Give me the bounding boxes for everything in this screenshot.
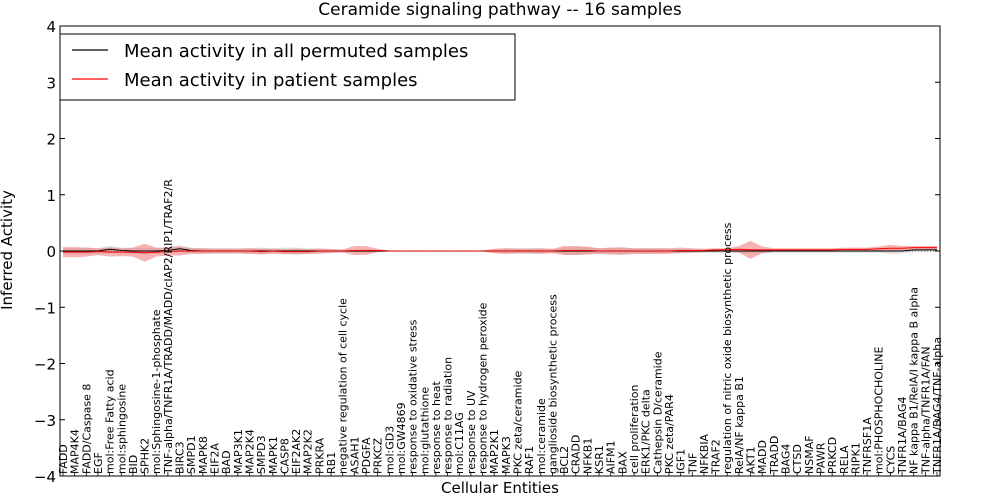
x-tick-label: PKC zeta/ceramide xyxy=(511,370,524,474)
x-tick-label: NF kappa B1/RelA/I kappa B alpha xyxy=(908,287,921,474)
x-tick-label: BID xyxy=(127,455,140,474)
y-tick-label: −1 xyxy=(34,299,56,317)
x-tick-label: EGF xyxy=(92,452,105,474)
x-tick-label: RIPK1 xyxy=(849,442,862,474)
x-tick-label: MAP4K4 xyxy=(69,429,82,474)
x-tick-label: mol:GD3 xyxy=(383,426,396,474)
x-tick-label: AKT1 xyxy=(745,446,758,474)
x-tick-label: FADD/Caspase 8 xyxy=(80,384,93,474)
x-tick-label: RelA/NF kappa B1 xyxy=(733,376,746,474)
x-tick-label: TNFRSF1A xyxy=(861,417,874,475)
x-tick-label: negative regulation of cell cycle xyxy=(337,298,350,474)
x-tick-label: TRADD xyxy=(768,436,781,475)
y-tick-label: −3 xyxy=(34,412,56,430)
x-tick-label: TNF-alpha/TNFR1A/FAN xyxy=(919,346,932,475)
x-tick-label: RB1 xyxy=(325,452,338,474)
x-tick-label: PDGFA xyxy=(360,437,373,474)
x-tick-label: NFKBIA xyxy=(698,433,711,474)
x-tick-label: MAP2K2 xyxy=(302,429,315,474)
y-tick-label: −4 xyxy=(34,468,56,486)
x-tick-label: EIF2AK2 xyxy=(290,429,303,474)
x-tick-label: MADD xyxy=(756,440,769,474)
x-tick-label: ASAH1 xyxy=(348,436,361,474)
x-tick-label: BAG4 xyxy=(780,444,793,474)
x-tick-label: ERK1/PKC delta xyxy=(640,389,653,474)
x-tick-label: AIFM1 xyxy=(605,440,618,474)
x-tick-label: TNF xyxy=(686,453,699,475)
x-tick-label: Cathepsin D/ceramide xyxy=(651,351,664,474)
legend-label-permuted: Mean activity in all permuted samples xyxy=(124,41,468,62)
x-tick-label: RAF1 xyxy=(523,446,536,474)
x-tick-label: PAWR xyxy=(814,442,827,474)
x-tick-label: mol:ceramide xyxy=(535,398,548,474)
x-tick-label: NFKB1 xyxy=(581,438,594,474)
x-tick-label: CRADD xyxy=(570,435,583,474)
x-tick-label: EIF2A xyxy=(208,442,221,474)
y-tick-label: −2 xyxy=(34,356,56,374)
x-tick-label: cell proliferation xyxy=(628,384,641,474)
x-tick-label: mol:PHOSPHOCHOLINE xyxy=(873,346,886,474)
plot-frame xyxy=(59,25,941,477)
x-tick-label: mol:glutathione xyxy=(418,387,431,474)
x-tick-label: SPHK2 xyxy=(139,438,152,474)
x-tick-label: TNFR1A/BAG4/TNF-alpha xyxy=(931,337,944,475)
x-tick-label: KSR1 xyxy=(593,445,606,474)
x-tick-label: MAP3K1 xyxy=(232,429,245,474)
x-tick-label: ganglioside biosynthetic process xyxy=(546,294,559,474)
x-tick-label: response to oxidative stress xyxy=(407,319,420,474)
x-tick-label: TNF-alpha/TNFR1A/TRADD/MADD/cIAP2/RIP1/T… xyxy=(162,179,175,475)
x-tick-label: PRKCZ xyxy=(372,437,385,474)
x-tick-label: MAP2K1 xyxy=(488,429,501,474)
x-tick-label: MAPK3 xyxy=(500,436,513,474)
x-tick-label: response to radiation xyxy=(442,357,455,474)
x-tick-label: PRKRA xyxy=(313,437,326,474)
x-tick-label: CYCS xyxy=(884,446,897,474)
y-tick-label: 3 xyxy=(46,74,56,92)
x-tick-label: MAPK8 xyxy=(197,436,210,474)
x-tick-label: CASP8 xyxy=(278,438,291,474)
x-tick-label: RELA xyxy=(838,445,851,474)
legend: Mean activity in all permuted samples Me… xyxy=(59,33,516,101)
x-tick-label: response to heat xyxy=(430,381,443,474)
x-tick-label: response to hydrogen peroxide xyxy=(477,302,490,474)
y-axis-label: Inferred Activity xyxy=(0,190,16,310)
x-axis-label: Cellular Entities xyxy=(441,479,559,497)
x-tick-label: response to UV xyxy=(465,390,478,474)
x-tick-label: BIRC3 xyxy=(174,441,187,474)
x-tick-label: mol:GW4869 xyxy=(395,402,408,474)
x-tick-label: PRKCD xyxy=(826,437,839,474)
x-tick-label: MAP2K4 xyxy=(243,429,256,474)
x-tick-label: mol:sphingosine xyxy=(115,384,128,474)
x-tick-label: IGF1 xyxy=(675,449,688,474)
line-patient xyxy=(63,247,937,254)
x-tick-label: BAD xyxy=(220,450,233,474)
x-tick-label: NSMAF xyxy=(803,435,816,474)
x-tick-label: mol:Sphingosine-1-phosphate xyxy=(150,309,163,474)
legend-box xyxy=(59,33,516,101)
x-tick-label: mol:C11AG xyxy=(453,412,466,474)
x-tick-label: CTSD xyxy=(791,444,804,474)
y-tick-label: 2 xyxy=(46,131,56,149)
x-tick-label: mol:Free Fatty acid xyxy=(104,369,117,474)
series-lines xyxy=(63,247,937,254)
y-tick-label: 4 xyxy=(46,18,56,36)
x-tick-label: MAPK1 xyxy=(267,436,280,474)
y-tick-label: 1 xyxy=(46,187,56,205)
x-tick-label: PKC zeta/PAR4 xyxy=(663,394,676,474)
x-tick-label: TRAF2 xyxy=(710,439,723,475)
x-tick-label: regulation of nitric oxide biosynthetic … xyxy=(721,222,734,474)
x-tick-label: BAX xyxy=(616,451,629,474)
y-axis: −4 −3 −2 −1 0 1 2 3 4 xyxy=(34,18,940,486)
x-tick-label: TNFR1A/BAG4 xyxy=(896,396,909,475)
chart-title: Ceramide signaling pathway -- 16 samples xyxy=(318,0,682,20)
legend-label-patient: Mean activity in patient samples xyxy=(124,70,418,91)
x-tick-label: SMPD3 xyxy=(255,435,268,474)
y-tick-label: 0 xyxy=(46,243,56,261)
x-tick-label: BCL2 xyxy=(558,446,571,474)
x-tick-label: SMPD1 xyxy=(185,435,198,474)
